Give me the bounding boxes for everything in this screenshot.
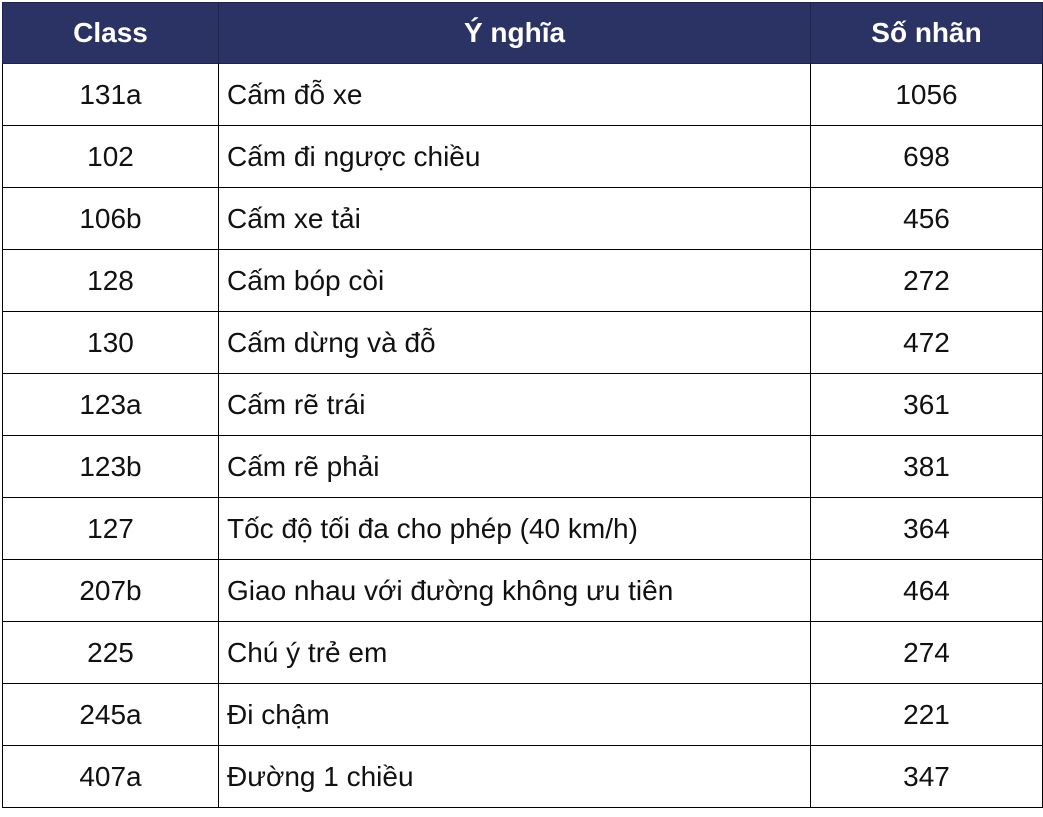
cell-count: 464 — [810, 559, 1043, 622]
cell-meaning: Cấm bóp còi — [218, 249, 811, 312]
table-row: 207b Giao nhau với đường không ưu tiên 4… — [2, 559, 1043, 622]
cell-count: 274 — [810, 621, 1043, 684]
table-row: 407a Đường 1 chiều 347 — [2, 745, 1043, 808]
cell-meaning: Tốc độ tối đa cho phép (40 km/h) — [218, 497, 811, 560]
table-header: Class Ý nghĩa Số nhãn — [2, 2, 1043, 64]
table-row: 131a Cấm đỗ xe 1056 — [2, 63, 1043, 126]
cell-class: 128 — [2, 249, 219, 312]
cell-class: 102 — [2, 125, 219, 188]
cell-count: 272 — [810, 249, 1043, 312]
cell-meaning: Đường 1 chiều — [218, 745, 811, 808]
table-row: 127 Tốc độ tối đa cho phép (40 km/h) 364 — [2, 497, 1043, 560]
cell-class: 207b — [2, 559, 219, 622]
cell-class: 130 — [2, 311, 219, 374]
cell-meaning: Cấm đi ngược chiều — [218, 125, 811, 188]
cell-class: 123a — [2, 373, 219, 436]
header-count: Số nhãn — [810, 2, 1043, 64]
cell-count: 698 — [810, 125, 1043, 188]
cell-count: 1056 — [810, 63, 1043, 126]
cell-class: 225 — [2, 621, 219, 684]
cell-meaning: Giao nhau với đường không ưu tiên — [218, 559, 811, 622]
table-row: 130 Cấm dừng và đỗ 472 — [2, 311, 1043, 374]
cell-count: 472 — [810, 311, 1043, 374]
table-row: 123b Cấm rẽ phải 381 — [2, 435, 1043, 498]
table-body: 131a Cấm đỗ xe 1056 102 Cấm đi ngược chi… — [2, 63, 1043, 808]
table-row: 245a Đi chậm 221 — [2, 683, 1043, 746]
cell-count: 361 — [810, 373, 1043, 436]
cell-meaning: Cấm rẽ phải — [218, 435, 811, 498]
cell-meaning: Cấm dừng và đỗ — [218, 311, 811, 374]
table-row: 128 Cấm bóp còi 272 — [2, 249, 1043, 312]
cell-meaning: Chú ý trẻ em — [218, 621, 811, 684]
cell-meaning: Cấm rẽ trái — [218, 373, 811, 436]
cell-meaning: Cấm xe tải — [218, 187, 811, 250]
cell-class: 127 — [2, 497, 219, 560]
cell-count: 364 — [810, 497, 1043, 560]
cell-count: 347 — [810, 745, 1043, 808]
table-row: 102 Cấm đi ngược chiều 698 — [2, 125, 1043, 188]
table-row: 106b Cấm xe tải 456 — [2, 187, 1043, 250]
cell-class: 106b — [2, 187, 219, 250]
cell-count: 221 — [810, 683, 1043, 746]
cell-class: 123b — [2, 435, 219, 498]
cell-count: 456 — [810, 187, 1043, 250]
header-class: Class — [2, 2, 219, 64]
cell-count: 381 — [810, 435, 1043, 498]
cell-class: 407a — [2, 745, 219, 808]
header-row: Class Ý nghĩa Số nhãn — [2, 2, 1043, 64]
cell-class: 245a — [2, 683, 219, 746]
cell-meaning: Đi chậm — [218, 683, 811, 746]
cell-class: 131a — [2, 63, 219, 126]
table-row: 123a Cấm rẽ trái 361 — [2, 373, 1043, 436]
table-row: 225 Chú ý trẻ em 274 — [2, 621, 1043, 684]
header-meaning: Ý nghĩa — [218, 2, 811, 64]
cell-meaning: Cấm đỗ xe — [218, 63, 811, 126]
